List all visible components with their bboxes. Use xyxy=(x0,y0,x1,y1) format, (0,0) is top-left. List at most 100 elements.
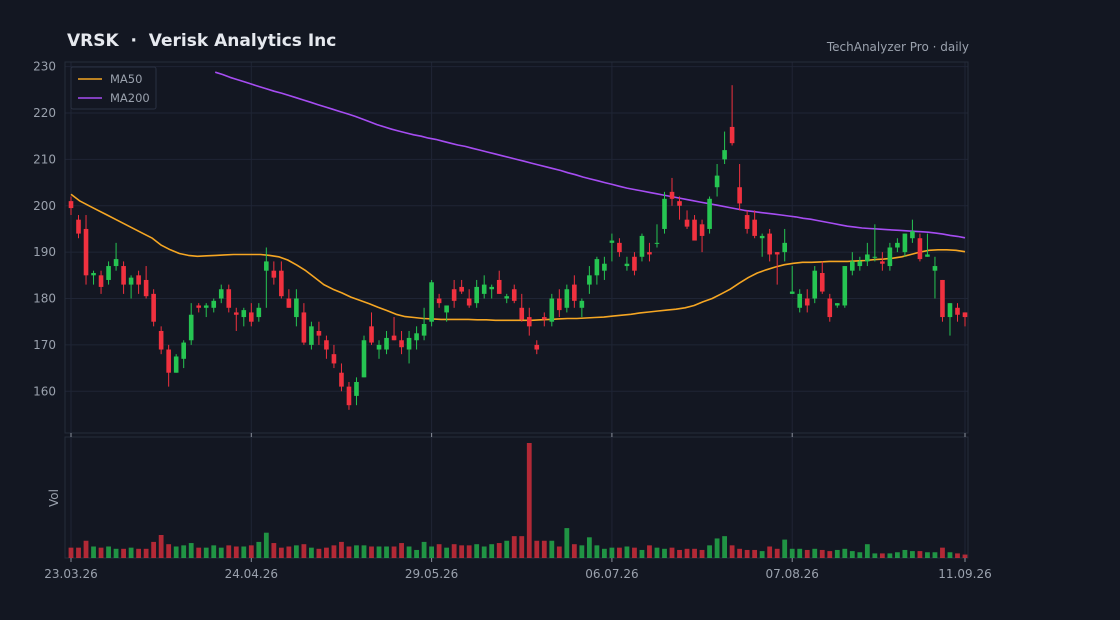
candle-body xyxy=(819,273,825,292)
volume-bar xyxy=(955,553,960,558)
candle xyxy=(737,164,742,211)
volume-bar xyxy=(894,552,900,558)
candle-body xyxy=(451,289,457,301)
volume-bar xyxy=(632,547,637,558)
x-tick-label: 29.05.26 xyxy=(405,567,458,581)
candle-body xyxy=(279,270,284,297)
volume-bar xyxy=(188,543,194,558)
volume-bar xyxy=(436,544,442,558)
candle xyxy=(429,279,434,327)
volume-bar xyxy=(752,549,758,558)
candle-body xyxy=(324,340,329,350)
candle xyxy=(872,224,878,262)
candle xyxy=(346,381,352,410)
volume-bar xyxy=(677,549,682,558)
candle-body xyxy=(812,270,818,299)
candle xyxy=(376,340,382,359)
candle-body xyxy=(647,252,652,255)
candle xyxy=(767,228,772,262)
volume-bar xyxy=(594,545,600,558)
volume-bar xyxy=(286,546,292,558)
candle-body xyxy=(910,231,915,239)
candle-body xyxy=(549,298,555,322)
candle-body xyxy=(850,261,855,271)
candle xyxy=(534,340,540,355)
candle xyxy=(294,289,299,327)
candle xyxy=(842,266,848,308)
y-tick-label: 210 xyxy=(33,152,56,166)
candle-body xyxy=(203,305,209,308)
candle-body xyxy=(286,298,292,308)
volume-bar xyxy=(136,548,142,558)
candle-body xyxy=(309,326,314,345)
candle xyxy=(331,344,337,369)
candle xyxy=(917,233,923,262)
volume-bar xyxy=(707,545,712,558)
candle xyxy=(504,293,510,304)
candle xyxy=(654,224,660,248)
candle-body xyxy=(196,305,202,308)
candle xyxy=(602,256,607,280)
candle-body xyxy=(955,307,960,315)
volume-bar xyxy=(256,541,262,558)
candle xyxy=(128,275,134,299)
candle-body xyxy=(504,296,510,299)
volume-bar xyxy=(556,546,562,558)
x-tick-label: 06.07.26 xyxy=(585,567,638,581)
candle xyxy=(309,321,314,350)
volume-bar xyxy=(834,549,840,558)
candle xyxy=(203,303,209,318)
candle xyxy=(722,131,727,165)
candle-body xyxy=(759,235,765,239)
candle-body xyxy=(136,275,141,285)
candle-body xyxy=(587,275,592,285)
volume-bar xyxy=(767,546,773,558)
x-tick-label: 07.08.26 xyxy=(765,567,818,581)
candle-body xyxy=(354,381,359,396)
x-tick-label: 23.03.26 xyxy=(44,567,97,581)
candle xyxy=(684,210,690,229)
candle-body xyxy=(895,242,900,248)
candle xyxy=(286,289,292,308)
volume-bar xyxy=(429,546,435,558)
candle-body xyxy=(654,242,660,244)
volume-bar xyxy=(406,546,412,558)
candle-body xyxy=(331,354,337,364)
candle-body xyxy=(602,263,607,271)
candle-body xyxy=(609,240,615,243)
candle xyxy=(399,330,404,355)
candle-body xyxy=(376,344,382,350)
volume-bar xyxy=(459,545,465,558)
candle-body xyxy=(421,324,427,336)
axes: 160 170 180 190 200 210 220 230 23.03.26 24.04.26… xyxy=(33,60,992,581)
candle xyxy=(609,233,615,262)
candle-body xyxy=(834,303,840,306)
volume-bar xyxy=(158,535,164,558)
volume-bar xyxy=(579,545,585,558)
candle-body xyxy=(166,349,171,373)
candle-body xyxy=(173,356,179,373)
volume-bar xyxy=(534,540,540,558)
candle-body xyxy=(714,175,720,188)
volume-bar xyxy=(849,551,855,558)
candle xyxy=(511,284,517,304)
price-panel-frame xyxy=(64,61,969,434)
candle xyxy=(233,307,239,331)
candle xyxy=(827,293,833,322)
candle xyxy=(947,303,953,336)
volume-bar xyxy=(399,543,404,558)
volume-bar xyxy=(827,551,833,558)
volume-bar xyxy=(203,547,209,558)
volume-bar xyxy=(744,549,750,558)
candle xyxy=(384,330,389,355)
candle-body xyxy=(880,261,885,264)
volume-bar xyxy=(624,546,630,558)
candle-body xyxy=(767,233,772,255)
candle-body xyxy=(887,247,893,267)
candle xyxy=(166,344,171,387)
candle xyxy=(962,312,968,327)
candle xyxy=(406,330,412,364)
legend-ma50: MA50 xyxy=(78,72,142,86)
ma50-line xyxy=(70,193,966,322)
